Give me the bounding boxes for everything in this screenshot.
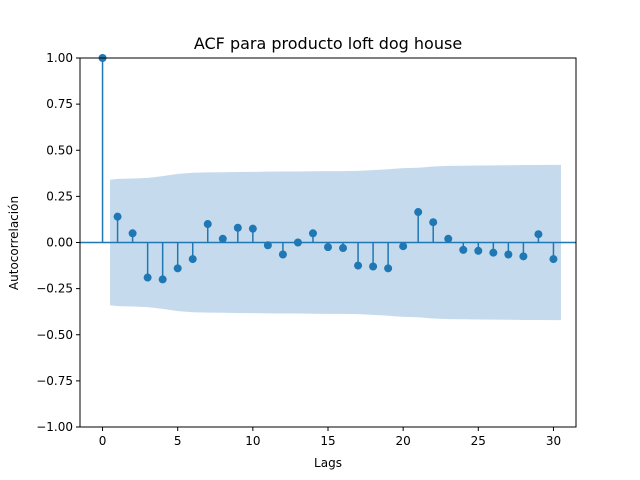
y-tick-label: −1.00	[36, 420, 73, 434]
acf-point-lag-5	[173, 264, 182, 273]
y-axis-label: Autocorrelación	[7, 196, 21, 290]
chart-title: ACF para producto loft dog house	[194, 34, 462, 53]
acf-point-lag-29	[534, 230, 543, 239]
x-tick-label: 30	[546, 434, 561, 448]
acf-point-lag-3	[143, 273, 152, 282]
acf-point-lag-11	[263, 241, 272, 250]
x-tick-label: 20	[396, 434, 411, 448]
plot-area: 0 5 10 15 20 25 30 −1.00 −0.75 −0.50 −0.25 0.00 0.25…	[36, 51, 577, 448]
acf-point-lag-27	[504, 250, 513, 259]
acf-point-lag-22	[429, 218, 438, 227]
acf-point-lag-2	[128, 229, 137, 238]
y-tick-label: 0.00	[46, 236, 73, 250]
acf-point-lag-16	[339, 244, 348, 253]
y-tick-label: −0.25	[36, 282, 73, 296]
acf-point-lag-10	[248, 224, 257, 233]
x-tick-label: 15	[320, 434, 335, 448]
acf-point-lag-9	[233, 223, 242, 232]
x-axis-label: Lags	[314, 456, 342, 470]
acf-point-lag-20	[399, 242, 408, 251]
y-tick-label: 0.25	[46, 189, 73, 203]
y-tick-label: −0.50	[36, 328, 73, 342]
acf-point-lag-14	[308, 229, 317, 238]
acf-point-lag-15	[324, 243, 332, 252]
acf-point-lag-13	[293, 238, 302, 247]
acf-point-lag-6	[188, 255, 197, 264]
acf-point-lag-4	[158, 275, 167, 284]
acf-point-lag-24	[459, 245, 468, 254]
acf-point-lag-25	[474, 246, 483, 255]
acf-point-lag-7	[203, 220, 212, 229]
acf-point-lag-26	[489, 248, 498, 257]
x-tick-label: 25	[471, 434, 486, 448]
y-tick-label: 0.50	[46, 143, 73, 157]
acf-point-lag-28	[519, 252, 528, 261]
x-tick-label: 10	[245, 434, 260, 448]
x-tick-label: 0	[99, 434, 107, 448]
y-tick-label: 1.00	[46, 51, 73, 65]
acf-point-lag-23	[444, 234, 453, 243]
acf-point-lag-21	[414, 208, 423, 217]
x-tick-label: 5	[174, 434, 182, 448]
acf-point-lag-19	[384, 264, 393, 273]
y-tick-label: 0.75	[46, 97, 73, 111]
acf-point-lag-12	[278, 250, 287, 259]
acf-point-lag-17	[354, 261, 363, 270]
y-tick-label: −0.75	[36, 374, 73, 388]
acf-point-lag-18	[369, 262, 378, 271]
acf-point-lag-1	[113, 212, 122, 221]
acf-point-lag-30	[549, 255, 558, 264]
acf-point-lag-8	[218, 234, 227, 243]
